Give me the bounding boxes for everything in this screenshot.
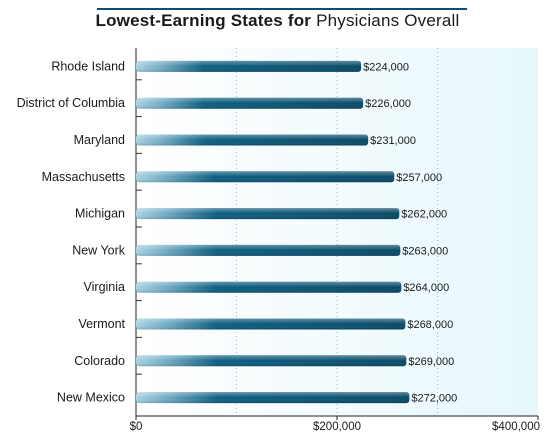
chart-title-regular: Physicians Overall: [316, 11, 460, 30]
bar-shine: [136, 134, 369, 146]
category-label: Rhode Island: [51, 59, 125, 73]
category-label: Vermont: [78, 317, 125, 331]
category-label: New York: [72, 243, 126, 257]
x-tick-label: $0: [130, 421, 143, 433]
category-label: Maryland: [74, 133, 125, 147]
data-label: $263,000: [402, 245, 448, 257]
category-label: Massachusetts: [42, 170, 125, 184]
category-label: New Mexico: [57, 391, 125, 405]
data-label: $262,000: [401, 209, 447, 221]
data-label: $257,000: [396, 172, 442, 184]
data-label: $264,000: [403, 282, 449, 294]
bar-shine: [136, 60, 362, 72]
data-label: $272,000: [411, 393, 457, 405]
bar-shine: [136, 355, 407, 367]
x-tick-label: $200,000: [313, 421, 361, 433]
bar-shine: [136, 318, 406, 330]
data-label: $268,000: [407, 319, 453, 331]
data-label: $269,000: [408, 356, 454, 368]
data-label: $231,000: [370, 135, 416, 147]
bar-shine: [136, 97, 364, 109]
category-label: Colorado: [74, 354, 125, 368]
x-tick-label: $400,000: [492, 421, 540, 433]
bar-shine: [136, 208, 400, 220]
bar-shine: [136, 171, 395, 183]
category-label: District of Columbia: [17, 96, 125, 110]
title-rule: [97, 8, 467, 10]
data-label: $226,000: [365, 98, 411, 110]
bar-shine: [136, 392, 410, 404]
bar-shine: [136, 244, 401, 256]
chart-title: Lowest-Earning States for Physicians Ove…: [0, 11, 555, 31]
chart-title-bold: Lowest-Earning States for: [95, 11, 312, 30]
data-label: $224,000: [363, 61, 409, 73]
bar-shine: [136, 281, 402, 293]
category-label: Michigan: [75, 207, 125, 221]
category-label: Virginia: [84, 280, 126, 294]
